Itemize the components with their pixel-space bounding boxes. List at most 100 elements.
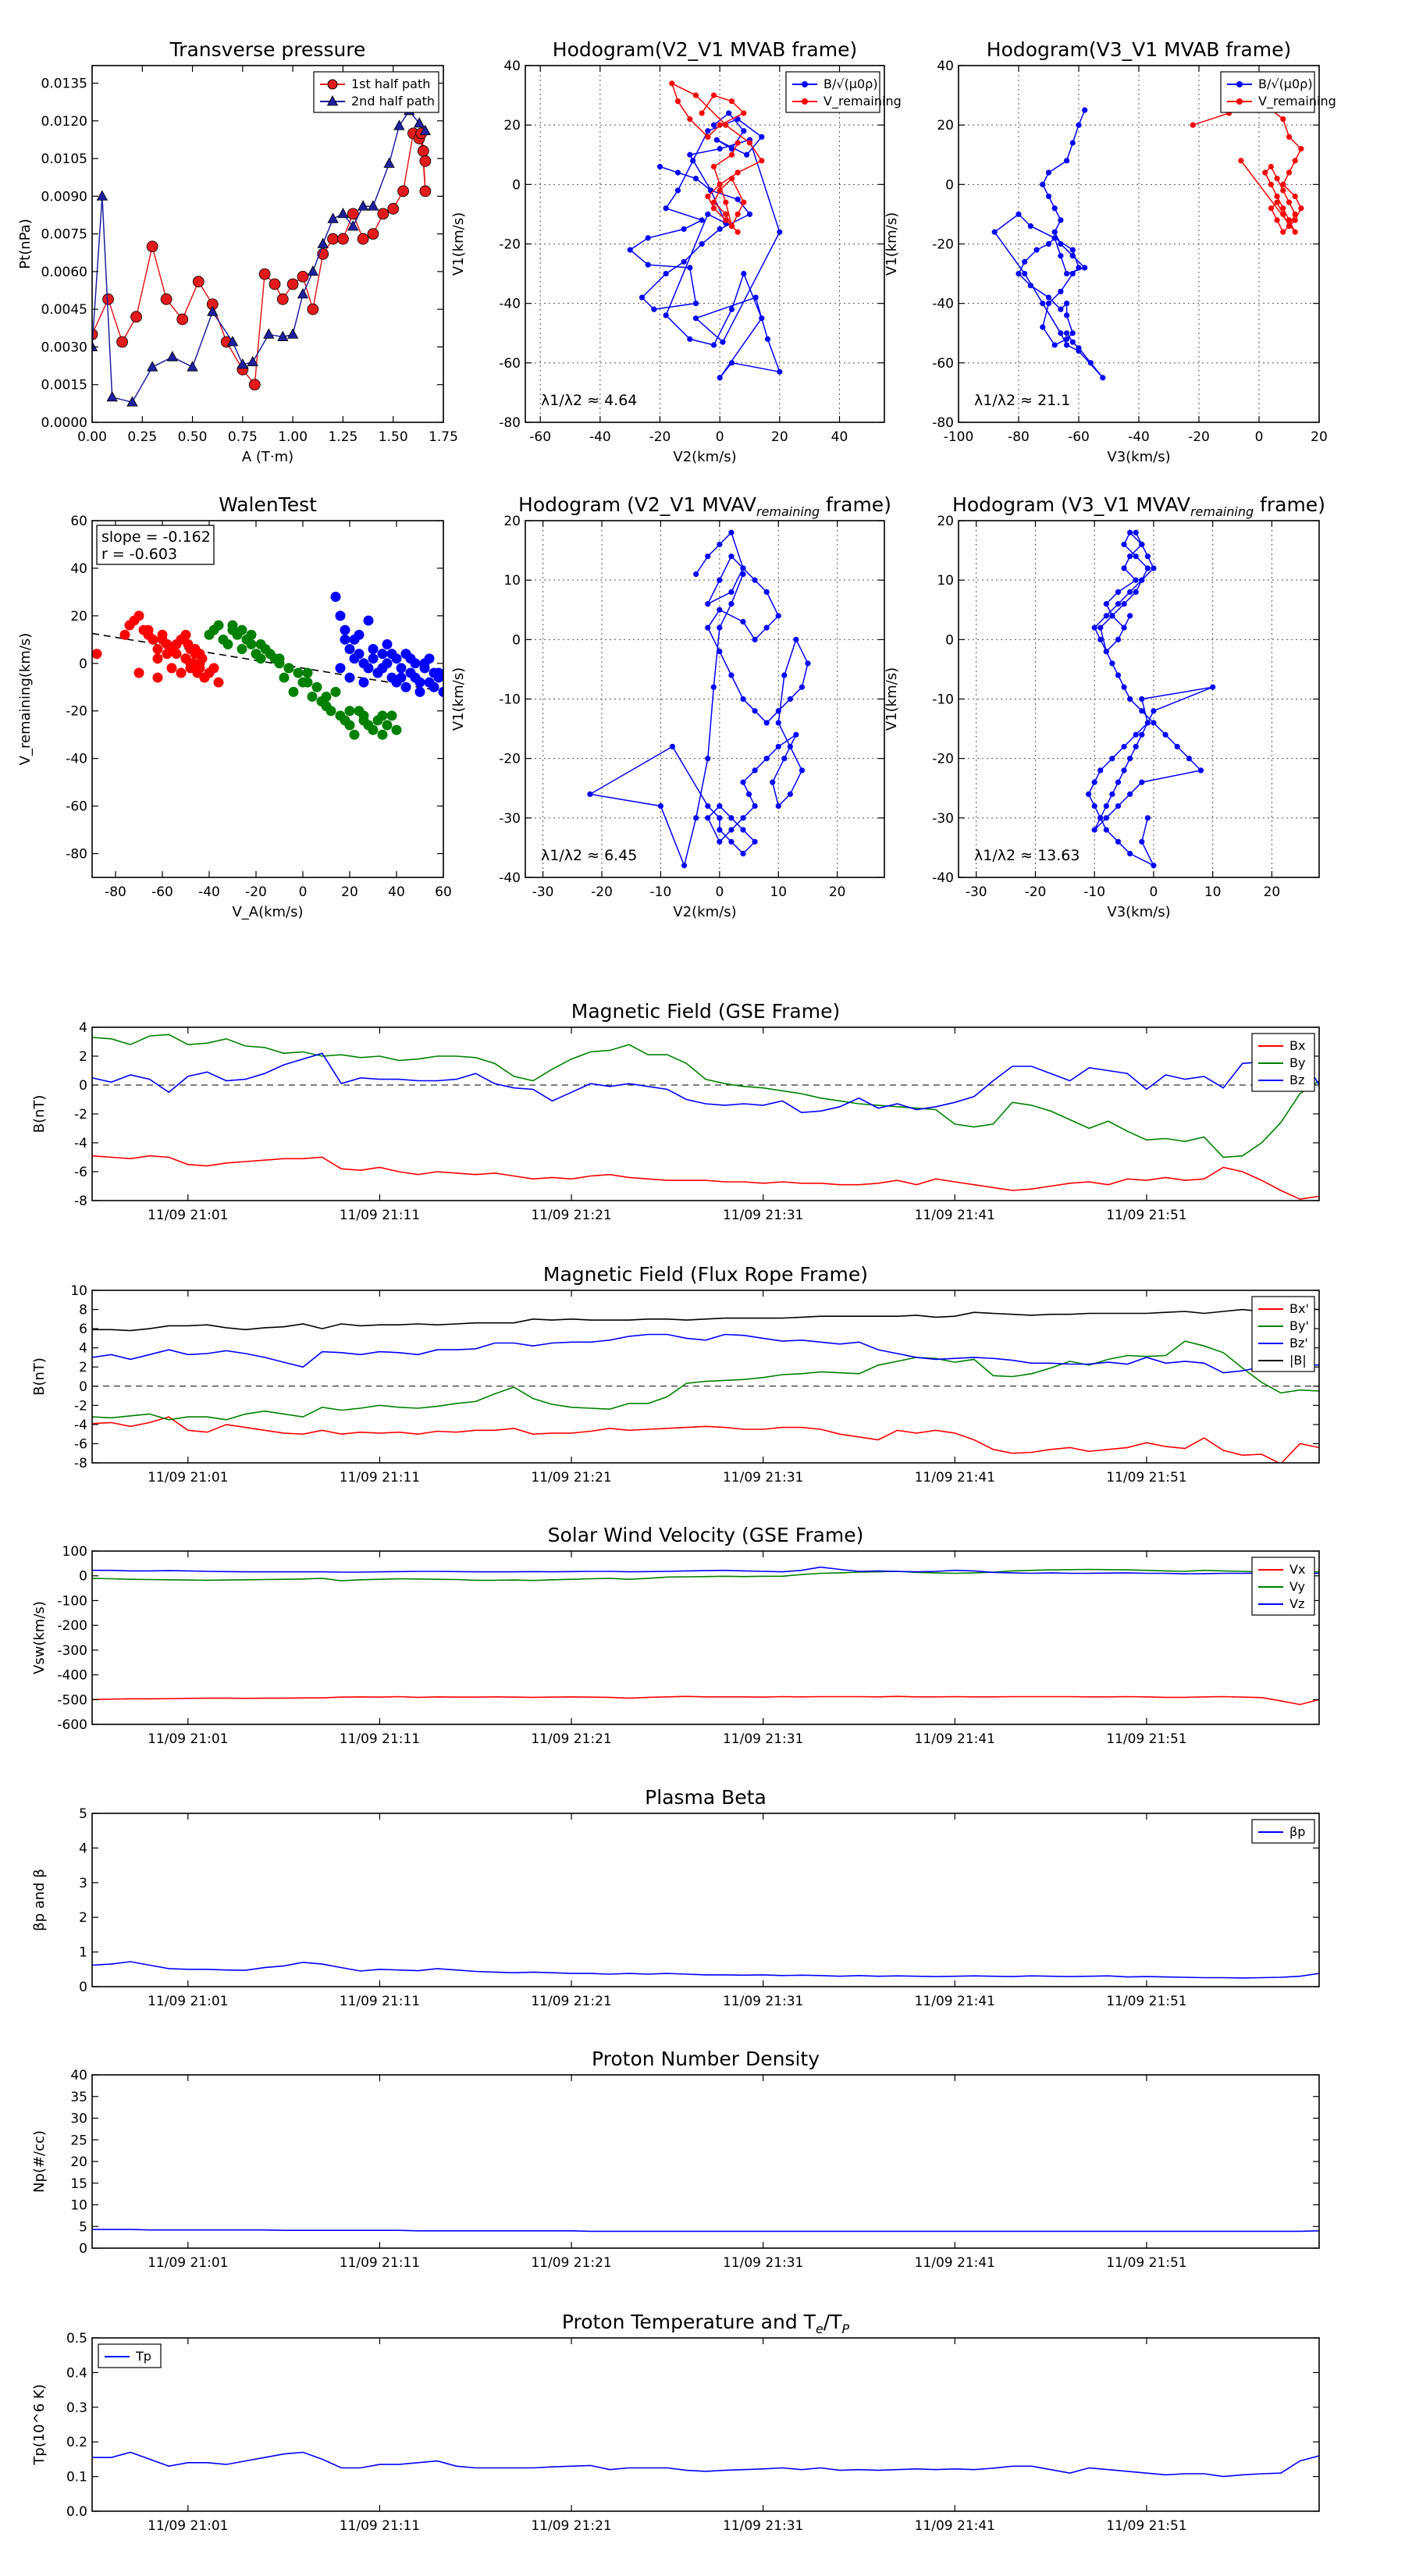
plot-frame <box>91 2337 1320 2512</box>
legend: βp <box>1251 1819 1315 1844</box>
data-point <box>710 342 717 348</box>
y-tick-label: -20 <box>932 752 954 767</box>
x-tick-label: -80 <box>105 884 126 900</box>
data-point <box>246 629 257 640</box>
y-tick-label: 20 <box>503 514 521 529</box>
data-point <box>222 639 233 649</box>
data-point <box>793 731 799 738</box>
data-point <box>1109 756 1115 762</box>
data-point <box>143 624 154 635</box>
y-tick-label: 5 <box>79 1806 87 1822</box>
y-tick-label: -500 <box>57 1692 87 1708</box>
data-point <box>1040 301 1046 307</box>
y-tick-label: 20 <box>937 514 954 529</box>
data-point <box>681 258 687 265</box>
data-point <box>1091 624 1097 631</box>
legend-label: By' <box>1289 1318 1309 1333</box>
legend-label: |B| <box>1289 1353 1307 1368</box>
data-point <box>279 672 290 683</box>
title-main: WalenTest <box>219 493 317 516</box>
data-point <box>1027 223 1034 229</box>
series-line-Vy <box>92 1568 1319 1582</box>
x-tick-label: 11/09 21:11 <box>340 2518 420 2534</box>
data-point <box>1097 636 1104 642</box>
data-point <box>777 229 783 235</box>
data-point <box>277 330 289 341</box>
data-point <box>116 336 128 348</box>
y-tick-label: -4 <box>74 1418 87 1433</box>
legend-label: B/√(μ0ρ) <box>1258 76 1313 91</box>
y-tick-label: 3 <box>79 1876 87 1891</box>
x-tick-label: 11/09 21:51 <box>1106 1994 1186 2009</box>
series-line-2nd half path <box>92 109 426 404</box>
data-point <box>1115 779 1122 785</box>
data-point <box>248 379 261 391</box>
y-tick-label: 35 <box>70 2090 87 2105</box>
data-point <box>693 815 699 821</box>
data-point <box>157 634 168 645</box>
y-tick-label: -80 <box>66 847 87 863</box>
y-tick-label: 0.4 <box>66 2365 87 2381</box>
y-tick-label: 2 <box>79 1049 87 1065</box>
y-tick-label: -20 <box>932 237 954 253</box>
data-point <box>396 672 407 683</box>
plot-frame <box>91 1290 1320 1464</box>
data-point <box>400 681 411 692</box>
data-point <box>705 803 711 809</box>
data-point <box>692 315 699 322</box>
data-point <box>1268 181 1275 187</box>
data-point <box>1076 122 1082 128</box>
x-tick-label: -40 <box>198 884 220 900</box>
title-main: Magnetic Field (Flux Rope Frame) <box>543 1263 868 1286</box>
data-point <box>787 696 793 703</box>
data-point <box>1174 743 1180 750</box>
data-point <box>1127 529 1133 535</box>
data-point <box>194 649 205 660</box>
data-point <box>349 729 360 740</box>
data-point <box>799 767 806 774</box>
data-point <box>645 262 651 268</box>
chart-beta: 11/09 21:01 11/09 21:11 11/09 21:21 11/09 2… <box>31 1786 1320 2009</box>
series-line-|B| <box>92 1308 1319 1332</box>
data-point <box>325 706 336 717</box>
data-point <box>1103 613 1109 619</box>
data-point <box>1286 223 1293 229</box>
data-point <box>752 767 758 774</box>
data-point <box>391 724 402 735</box>
y-tick-label: 100 <box>62 1544 87 1560</box>
data-point <box>349 653 360 664</box>
plot-area <box>92 2451 1319 2478</box>
data-point <box>368 644 379 655</box>
y-tick-label: -10 <box>499 692 521 708</box>
x-axis-label: V2(km/s) <box>673 904 736 920</box>
chart-title: Solar Wind Velocity (GSE Frame) <box>548 1524 864 1546</box>
data-point <box>1121 565 1127 571</box>
title-end: frame) <box>1254 493 1325 516</box>
y-tick-label: -20 <box>499 237 521 253</box>
ratio-annotation: λ1/λ2 ≈ 21.1 <box>974 392 1070 409</box>
data-point <box>377 729 388 740</box>
title-sub: e <box>816 2322 823 2336</box>
data-point <box>438 686 443 697</box>
y-tick-label: 0.5 <box>66 2331 87 2347</box>
series-line-By' <box>92 1340 1319 1421</box>
data-point <box>723 199 729 205</box>
data-point <box>166 663 177 674</box>
y-tick-label: 0.0030 <box>41 340 87 355</box>
x-tick-label: 11/09 21:51 <box>1106 1731 1186 1747</box>
data-point <box>1280 187 1286 194</box>
x-tick-label: 11/09 21:31 <box>723 1994 803 2009</box>
legend-label: By <box>1289 1055 1305 1070</box>
data-point <box>1115 672 1122 678</box>
y-axis-label: B(nT) <box>31 1357 48 1396</box>
data-point <box>246 639 257 649</box>
y-tick-label: 0.0135 <box>41 76 87 92</box>
data-point <box>386 710 397 721</box>
legend-marker <box>1236 81 1243 87</box>
chart-title: Plasma Beta <box>645 1786 767 1809</box>
data-point <box>1064 312 1070 318</box>
data-point <box>1127 791 1133 797</box>
x-tick-label: 10 <box>1204 884 1222 900</box>
data-point <box>740 827 746 833</box>
